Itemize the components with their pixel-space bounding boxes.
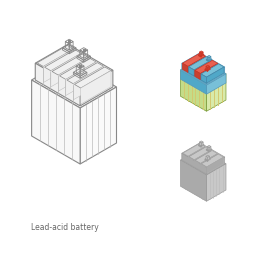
Polygon shape xyxy=(180,59,226,85)
Polygon shape xyxy=(199,52,201,56)
Polygon shape xyxy=(198,55,201,57)
Polygon shape xyxy=(80,87,116,164)
Polygon shape xyxy=(206,155,210,157)
Polygon shape xyxy=(201,154,224,167)
Polygon shape xyxy=(67,63,103,84)
Polygon shape xyxy=(205,157,211,161)
Polygon shape xyxy=(206,148,212,151)
Polygon shape xyxy=(198,145,201,147)
Polygon shape xyxy=(205,69,208,72)
Polygon shape xyxy=(206,157,225,174)
Polygon shape xyxy=(206,67,225,84)
Polygon shape xyxy=(201,74,206,83)
Polygon shape xyxy=(180,160,206,201)
Text: Lead-acid battery: Lead-acid battery xyxy=(31,223,99,232)
Polygon shape xyxy=(200,154,217,170)
Polygon shape xyxy=(180,70,206,94)
Polygon shape xyxy=(182,153,206,174)
Polygon shape xyxy=(180,149,226,175)
Polygon shape xyxy=(206,149,209,152)
Polygon shape xyxy=(195,70,200,80)
Polygon shape xyxy=(60,58,96,80)
Polygon shape xyxy=(198,53,204,57)
Polygon shape xyxy=(199,51,203,53)
Polygon shape xyxy=(205,67,211,71)
Polygon shape xyxy=(44,50,81,71)
Polygon shape xyxy=(32,59,116,108)
Polygon shape xyxy=(207,55,211,58)
Polygon shape xyxy=(206,74,226,94)
Polygon shape xyxy=(209,57,211,60)
Polygon shape xyxy=(66,62,96,95)
Polygon shape xyxy=(194,60,212,76)
Polygon shape xyxy=(180,70,206,111)
Polygon shape xyxy=(206,74,226,111)
Polygon shape xyxy=(206,65,210,67)
Polygon shape xyxy=(51,53,81,87)
Polygon shape xyxy=(206,67,224,83)
Polygon shape xyxy=(198,143,204,146)
Polygon shape xyxy=(201,64,224,77)
Polygon shape xyxy=(74,67,111,88)
Polygon shape xyxy=(183,63,188,73)
Polygon shape xyxy=(183,53,205,66)
Polygon shape xyxy=(207,146,209,150)
Polygon shape xyxy=(43,49,74,83)
Polygon shape xyxy=(182,53,225,78)
Polygon shape xyxy=(188,146,205,163)
Polygon shape xyxy=(205,159,208,162)
Polygon shape xyxy=(32,80,80,164)
Polygon shape xyxy=(195,150,217,163)
Polygon shape xyxy=(199,141,203,143)
Polygon shape xyxy=(206,66,208,70)
Polygon shape xyxy=(52,54,89,75)
Polygon shape xyxy=(182,143,225,167)
Polygon shape xyxy=(206,156,208,160)
Polygon shape xyxy=(80,70,113,106)
Polygon shape xyxy=(81,71,111,104)
Polygon shape xyxy=(194,150,211,166)
Polygon shape xyxy=(182,63,206,84)
Polygon shape xyxy=(195,60,218,74)
Polygon shape xyxy=(73,66,103,100)
Polygon shape xyxy=(188,56,205,73)
Polygon shape xyxy=(207,157,224,173)
Polygon shape xyxy=(208,66,210,70)
Polygon shape xyxy=(206,58,212,61)
Polygon shape xyxy=(201,142,203,146)
Polygon shape xyxy=(207,57,209,60)
Polygon shape xyxy=(189,57,212,70)
Polygon shape xyxy=(189,67,194,76)
Polygon shape xyxy=(35,63,80,106)
Polygon shape xyxy=(189,147,211,160)
Polygon shape xyxy=(37,45,74,66)
Polygon shape xyxy=(199,142,201,146)
Polygon shape xyxy=(206,59,209,62)
Polygon shape xyxy=(207,145,211,148)
Polygon shape xyxy=(200,64,218,80)
Polygon shape xyxy=(209,146,211,150)
Polygon shape xyxy=(35,44,113,89)
Polygon shape xyxy=(183,143,205,156)
Polygon shape xyxy=(180,59,226,85)
Polygon shape xyxy=(58,58,89,91)
Polygon shape xyxy=(201,52,203,56)
Polygon shape xyxy=(208,156,210,160)
Polygon shape xyxy=(206,164,226,201)
